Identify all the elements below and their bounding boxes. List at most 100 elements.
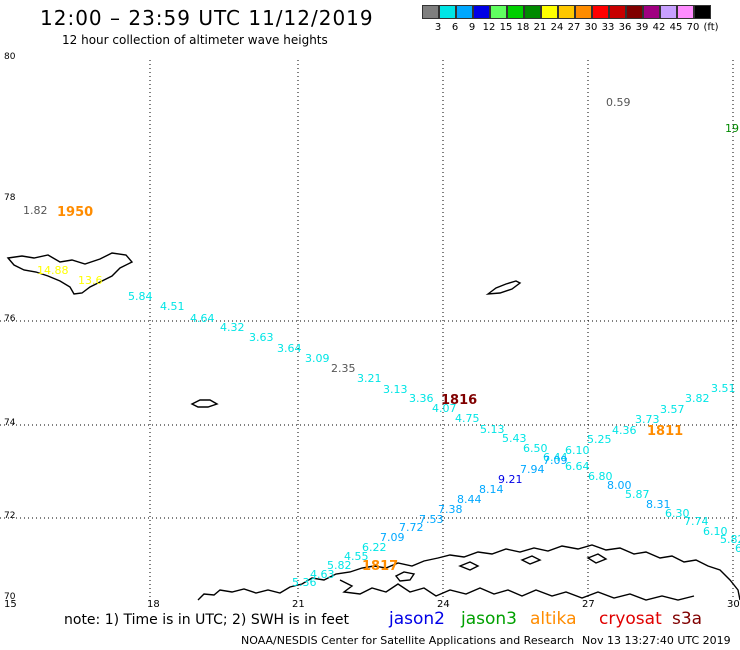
lat-label-70: 70 (4, 592, 16, 602)
coast-island-4 (586, 553, 608, 564)
scale-swatch-24 (541, 5, 558, 19)
wave-height-value: 4.55 (344, 550, 369, 563)
wave-height-value: 8.14 (479, 483, 504, 496)
coastline (6, 252, 740, 601)
satellite-cryosat: cryosat (599, 609, 662, 629)
lat-label-78: 78 (4, 193, 16, 203)
scale-label: 45 (669, 22, 683, 33)
wave-height-value: 4.32 (220, 321, 245, 334)
scale-swatch-36 (609, 5, 626, 19)
coast-island-3 (520, 555, 542, 565)
scale-swatch-9 (456, 5, 473, 19)
wave-height-value: 5.13 (480, 423, 505, 436)
wave-height-value: 9.21 (498, 473, 523, 486)
wave-height-value: 4.51 (160, 300, 185, 313)
map-title: 12:00 – 23:59 UTC 11/12/2019 (40, 6, 374, 30)
scale-label: 9 (468, 22, 476, 33)
wave-height-value: 5.82 (327, 559, 352, 572)
wave-height-value: 14.88 (37, 264, 69, 277)
wave-height-value: 3.57 (660, 403, 685, 416)
wave-height-value: 6.50 (523, 442, 548, 455)
wave-height-value: 4.75 (455, 412, 480, 425)
scale-swatch-27 (558, 5, 575, 19)
scale-label: 36 (618, 22, 632, 33)
wave-height-value: 8.44 (457, 493, 482, 506)
wave-height-value: 5.87 (625, 488, 650, 501)
wave-height-value: 3.36 (409, 392, 434, 405)
scale-swatch-42 (643, 5, 660, 19)
wave-height-value: 19. (725, 122, 740, 135)
wave-height-value: 4.07 (432, 402, 457, 415)
wave-height-value: 4.64 (190, 312, 215, 325)
credit-line: NOAA/NESDIS Center for Satellite Applica… (241, 634, 575, 647)
kong-karls-land-coast (485, 280, 522, 295)
pass-time-label: 1816 (441, 393, 478, 408)
scale-swatch-21 (524, 5, 541, 19)
norway-coast (197, 544, 740, 601)
wave-height-value: 3.82 (685, 392, 710, 405)
wave-height-value: 5.43 (502, 432, 527, 445)
scale-label: 70 (686, 22, 700, 33)
lat-label-76: 76 (4, 314, 16, 324)
scale-swatch-15 (490, 5, 507, 19)
scale-swatch-3 (422, 5, 439, 19)
scale-label: 39 (635, 22, 649, 33)
coast-fjords (339, 579, 695, 601)
wave-height-value: 6.80 (588, 470, 613, 483)
scale-swatch-70 (677, 5, 694, 19)
wave-height-value: 3.51 (711, 382, 736, 395)
wave-height-value: 5.25 (587, 433, 612, 446)
scale-unit: (ft) (703, 22, 719, 33)
wave-height-value: 8.31 (646, 498, 671, 511)
scale-label: 24 (550, 22, 564, 33)
svalbard-coast (6, 252, 134, 295)
scale-label: 3 (434, 22, 442, 33)
coast-island-1 (394, 571, 416, 582)
wave-height-value: 4.63 (310, 568, 335, 581)
wave-height-value: 6.44 (543, 451, 568, 464)
wave-height-value: 2.35 (331, 362, 356, 375)
wave-height-value: 1.82 (23, 204, 48, 217)
scale-swatch-18 (507, 5, 524, 19)
scale-label: 12 (482, 22, 496, 33)
map-subtitle: 12 hour collection of altimeter wave hei… (62, 33, 328, 47)
scale-swatch-6 (439, 5, 456, 19)
wave-height-value: 6.10 (703, 525, 728, 538)
scale-swatch-45 (660, 5, 677, 19)
lon-label-27: 27 (582, 599, 595, 610)
wave-height-value: 7.53 (419, 513, 444, 526)
wave-height-value: 6.64 (565, 460, 590, 473)
wave-height-value: 7.38 (438, 503, 463, 516)
lat-label-74: 74 (4, 418, 16, 428)
wave-height-value: 3.64 (277, 342, 302, 355)
footer-note: note: 1) Time is in UTC; 2) SWH is in fe… (64, 612, 350, 628)
lon-label-15: 15 (4, 599, 17, 610)
wave-height-value: 3.63 (249, 331, 274, 344)
scale-label: 6 (451, 22, 459, 33)
lon-label-24: 24 (437, 599, 450, 610)
scale-swatch-12 (473, 5, 490, 19)
scale-swatch-max (694, 5, 711, 19)
pass-time-label: 1950 (57, 205, 94, 220)
wave-height-value: 6.10 (565, 444, 590, 457)
wave-height-value: 6.30 (665, 507, 690, 520)
wave-height-value: 5.82 (720, 533, 740, 546)
scale-label: 33 (601, 22, 615, 33)
lon-label-18: 18 (147, 599, 160, 610)
satellite-jason2: jason2 (389, 609, 445, 629)
wave-height-value: 13.6 (78, 274, 103, 287)
scale-swatch-30 (575, 5, 592, 19)
wave-height-value: 7.94 (520, 463, 545, 476)
generated-timestamp: Nov 13 13:27:40 UTC 2019 (582, 634, 731, 647)
wave-height-value: 6 (735, 542, 740, 555)
wave-height-value: 7.09 (380, 531, 405, 544)
pass-time-label: 1817 (362, 559, 399, 574)
wave-height-value: 7.72 (399, 521, 424, 534)
scale-label: 21 (533, 22, 547, 33)
lat-label-72: 72 (4, 511, 16, 521)
wave-height-value: 3.73 (635, 413, 660, 426)
lon-label-21: 21 (292, 599, 305, 610)
scale-label: 15 (499, 22, 513, 33)
pass-time-label: 1811 (647, 424, 684, 439)
